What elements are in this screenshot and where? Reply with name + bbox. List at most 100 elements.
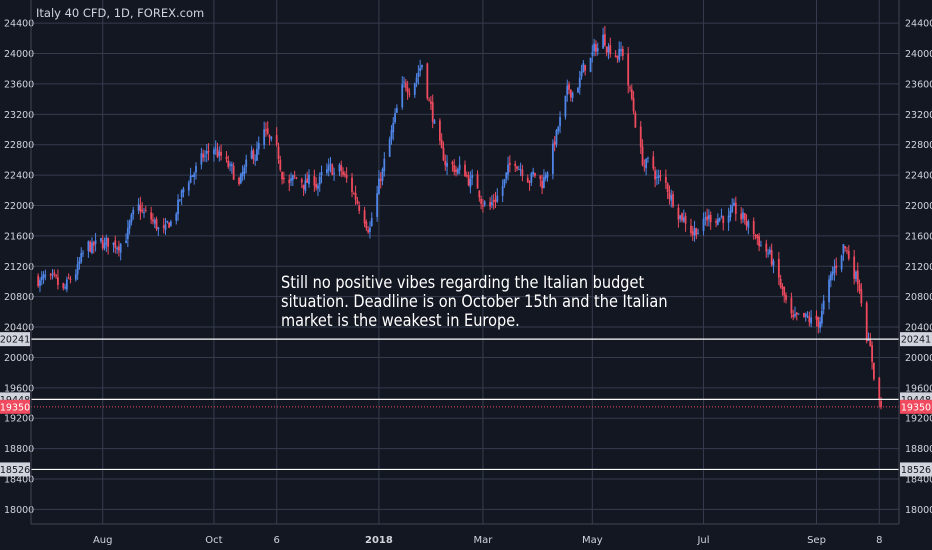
candle-body bbox=[729, 210, 732, 218]
candle-body bbox=[302, 184, 305, 189]
candle-body bbox=[431, 102, 434, 122]
candle-body bbox=[180, 190, 183, 198]
candle-body bbox=[815, 315, 818, 320]
candle-body bbox=[177, 199, 179, 215]
y-tick-label-left: 19600 bbox=[4, 383, 34, 394]
candle-body bbox=[697, 232, 700, 235]
candle-body bbox=[867, 339, 870, 341]
candle-body bbox=[783, 286, 786, 296]
candle-body bbox=[543, 177, 545, 189]
candle-body bbox=[767, 252, 769, 254]
candle-body bbox=[609, 44, 612, 55]
candle-body bbox=[810, 317, 813, 324]
candle-body bbox=[218, 151, 221, 156]
candle-body bbox=[195, 165, 197, 173]
candle-body bbox=[225, 156, 228, 160]
candle-body bbox=[469, 178, 472, 188]
axes: 18000 18000 18400 18400 18800 18800 19200 19200… bbox=[4, 0, 932, 546]
level-label: 20241 bbox=[901, 335, 931, 346]
candle-body bbox=[727, 215, 730, 223]
y-tick-label-right: 19600 bbox=[905, 383, 932, 394]
candle-body bbox=[756, 234, 759, 239]
candle-body bbox=[758, 236, 761, 247]
candle-body bbox=[318, 176, 321, 185]
candle-body bbox=[383, 158, 386, 171]
candle-body bbox=[569, 89, 572, 98]
candle-body bbox=[453, 164, 456, 172]
y-tick-label-left: 18800 bbox=[4, 444, 34, 455]
candle-body bbox=[404, 82, 407, 88]
current-price-box bbox=[900, 399, 932, 414]
candle-body bbox=[356, 200, 359, 204]
candle-body bbox=[765, 243, 768, 252]
candle-body bbox=[94, 240, 97, 244]
candle-body bbox=[541, 180, 544, 189]
candle-body bbox=[691, 231, 694, 235]
candle-body bbox=[213, 149, 215, 155]
candle-body bbox=[869, 339, 872, 347]
candle-body bbox=[831, 271, 834, 276]
candle-body bbox=[390, 130, 393, 139]
candle-body bbox=[101, 240, 104, 249]
candle-body bbox=[105, 237, 108, 245]
candle-body bbox=[290, 178, 292, 182]
x-tick-label: Aug bbox=[93, 535, 113, 546]
candle-body bbox=[679, 215, 682, 219]
candle-body bbox=[591, 52, 594, 56]
candle-body bbox=[343, 173, 346, 176]
candle-body bbox=[871, 345, 873, 362]
candle-body bbox=[555, 130, 558, 145]
candle-body bbox=[394, 113, 396, 123]
y-tick-label-left: 24400 bbox=[4, 19, 34, 30]
candle-body bbox=[270, 136, 273, 140]
candles bbox=[37, 25, 882, 410]
candle-body bbox=[128, 221, 131, 229]
candle-body bbox=[178, 199, 181, 201]
candle-body bbox=[456, 168, 459, 174]
candle-body bbox=[553, 141, 556, 146]
candle-body bbox=[132, 209, 135, 215]
candle-body bbox=[539, 175, 542, 180]
candle-body bbox=[250, 150, 253, 159]
candle-body bbox=[641, 146, 644, 166]
y-tick-label-left: 23200 bbox=[4, 110, 34, 121]
candle-body bbox=[629, 87, 631, 89]
candle-body bbox=[853, 256, 856, 279]
candle-body bbox=[677, 207, 680, 220]
candle-body bbox=[664, 176, 667, 183]
candle-body bbox=[351, 177, 353, 192]
candle-body bbox=[378, 178, 380, 195]
candle-body bbox=[505, 172, 508, 179]
candle-body bbox=[281, 171, 283, 180]
candle-body bbox=[354, 192, 357, 200]
candle-body bbox=[708, 215, 710, 220]
candle-body bbox=[107, 237, 110, 247]
annotation-line: situation. Deadline is on October 15th a… bbox=[281, 292, 668, 311]
current-price-box bbox=[0, 399, 30, 414]
candle-body bbox=[521, 169, 524, 176]
y-tick-label-left: 21600 bbox=[4, 231, 34, 242]
candle-body bbox=[720, 215, 723, 217]
candle-body bbox=[295, 177, 298, 179]
candle-body bbox=[833, 266, 836, 273]
candle-body bbox=[62, 283, 65, 289]
candle-body bbox=[620, 49, 622, 52]
candle-body bbox=[514, 163, 517, 167]
candle-body bbox=[655, 177, 658, 179]
candle-body bbox=[168, 222, 170, 228]
annotation-line: Still no positive vibes regarding the It… bbox=[281, 273, 645, 292]
candle-body bbox=[632, 97, 635, 112]
candle-body bbox=[752, 220, 755, 235]
y-tick-label-right: 22400 bbox=[905, 171, 932, 182]
candle-body bbox=[808, 316, 811, 323]
candle-body bbox=[844, 246, 847, 249]
candle-body bbox=[702, 218, 705, 232]
candle-body bbox=[491, 202, 493, 205]
candle-body bbox=[566, 85, 569, 95]
y-tick-label-left: 20000 bbox=[4, 353, 34, 364]
candle-body bbox=[126, 228, 129, 240]
candle-body bbox=[634, 112, 637, 128]
candle-body bbox=[856, 270, 859, 285]
candle-body bbox=[187, 182, 190, 191]
candle-body bbox=[333, 172, 335, 174]
